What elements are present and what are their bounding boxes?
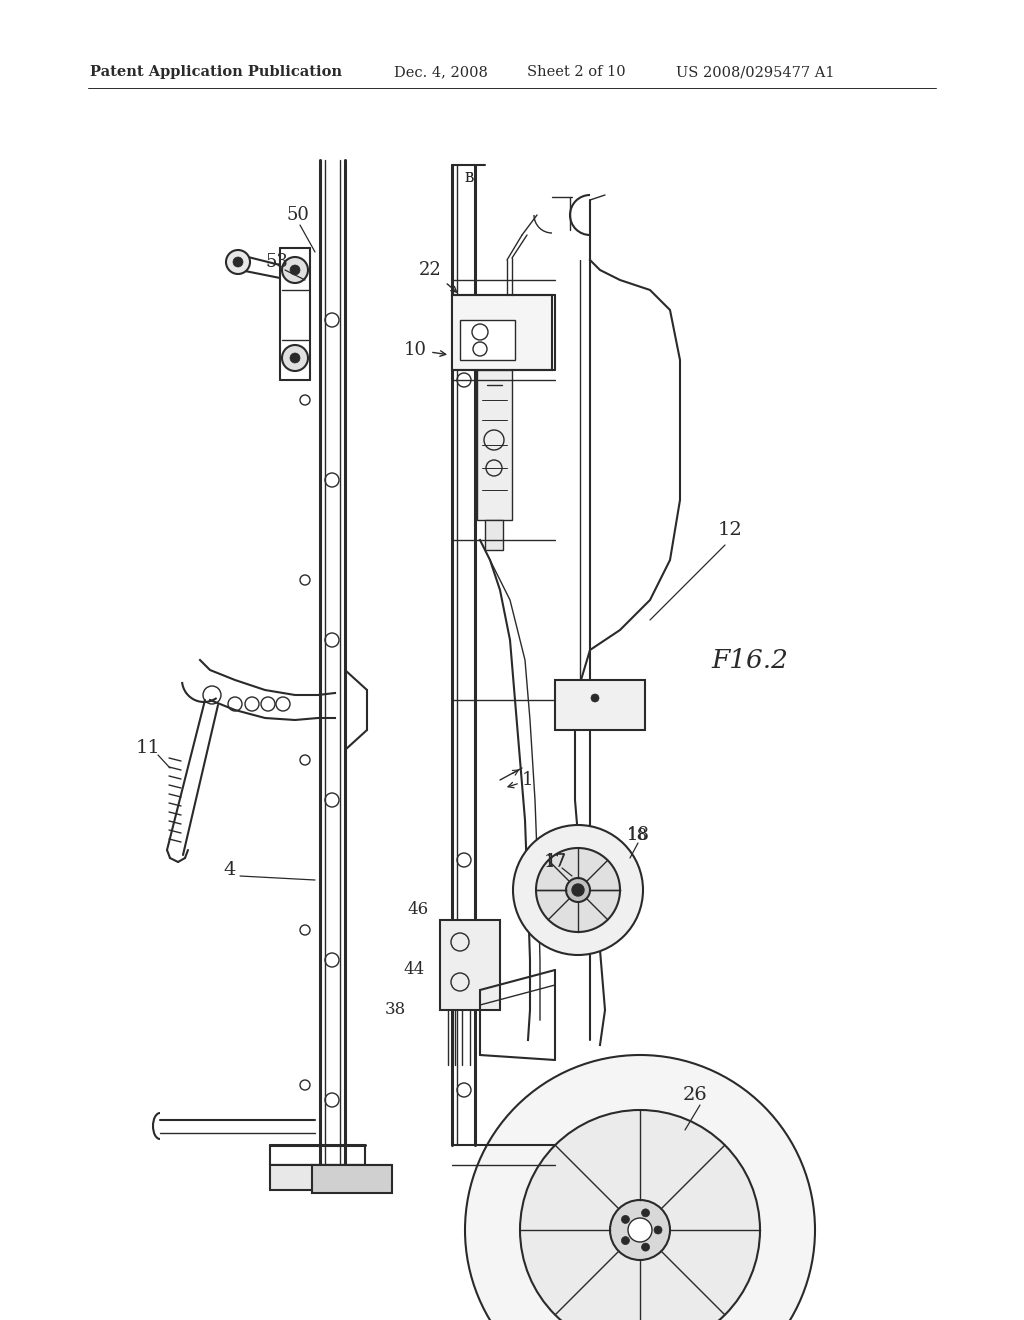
Circle shape [642,1243,649,1251]
Circle shape [282,257,308,282]
Text: 17: 17 [547,854,567,870]
Text: F16.2: F16.2 [712,648,788,672]
Circle shape [610,1200,670,1261]
Bar [477,370,512,520]
Circle shape [622,1216,630,1224]
Text: 53: 53 [265,253,289,271]
Circle shape [591,694,599,702]
Text: 18: 18 [628,828,648,845]
Circle shape [290,352,300,363]
Bar [555,680,645,730]
Text: 38: 38 [384,1002,406,1019]
Circle shape [520,1110,760,1320]
Text: 12: 12 [718,521,742,539]
Text: B: B [464,172,474,185]
Circle shape [642,1209,649,1217]
Bar [460,319,515,360]
Text: Patent Application Publication: Patent Application Publication [90,65,342,79]
Text: 1: 1 [522,771,534,789]
Bar [452,294,552,370]
Text: Dec. 4, 2008: Dec. 4, 2008 [394,65,487,79]
Circle shape [465,1055,815,1320]
Circle shape [572,884,584,896]
Circle shape [513,825,643,954]
Circle shape [628,1218,652,1242]
Circle shape [233,257,243,267]
Text: 44: 44 [403,961,425,978]
Bar [440,920,500,1010]
Text: 4: 4 [224,861,237,879]
Circle shape [622,1237,630,1245]
Text: 46: 46 [408,902,429,919]
Circle shape [282,345,308,371]
Text: 18: 18 [627,826,649,843]
Circle shape [290,265,300,275]
Bar [485,520,503,550]
Text: 50: 50 [287,206,309,224]
Text: 17: 17 [544,853,566,871]
Text: Sheet 2 of 10: Sheet 2 of 10 [527,65,626,79]
Text: 26: 26 [683,1086,708,1104]
Circle shape [226,249,250,275]
Text: B: B [464,172,474,185]
Text: 10: 10 [403,341,427,359]
Bar [312,1166,392,1193]
Circle shape [566,878,590,902]
Text: 11: 11 [135,739,161,756]
Text: 22: 22 [419,261,441,279]
Bar [270,1166,390,1191]
Circle shape [654,1226,662,1234]
Circle shape [536,847,620,932]
Text: US 2008/0295477 A1: US 2008/0295477 A1 [676,65,835,79]
